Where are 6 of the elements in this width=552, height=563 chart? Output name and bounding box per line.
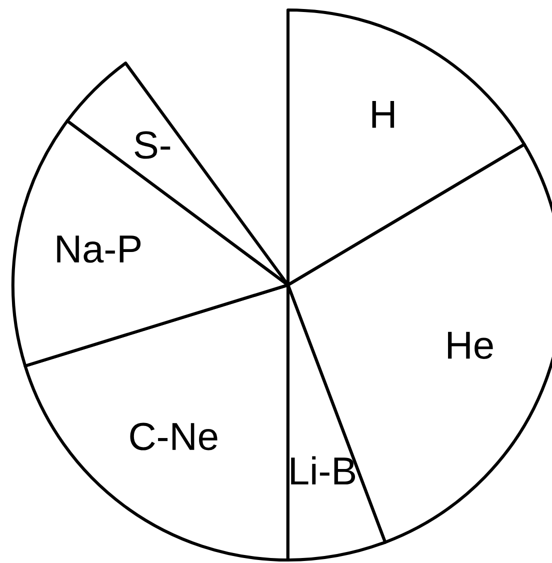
slice-label: H [372, 100, 394, 128]
slice-label: C-Ne [130, 422, 218, 450]
slice-label: S- [134, 131, 170, 159]
slice-label: Li-B [291, 456, 356, 484]
slice-label: Na-P [57, 236, 141, 263]
slice-label: He [448, 332, 493, 360]
